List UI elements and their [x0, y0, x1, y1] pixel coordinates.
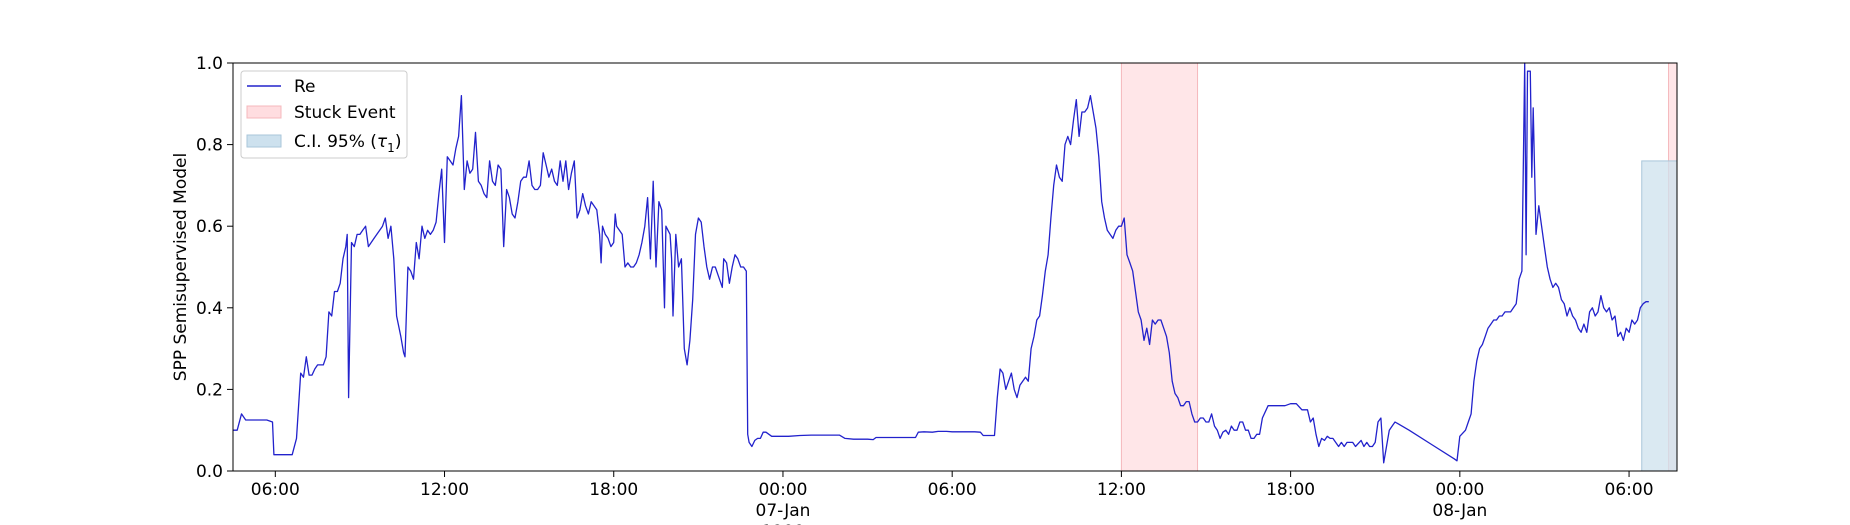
shaded-regions — [1120, 62, 1678, 472]
legend-ci-tau: τ — [377, 132, 388, 152]
x-tick-label: 12:00 — [420, 480, 469, 500]
y-axis: 0.0 0.2 0.4 0.6 0.8 1.0 — [196, 54, 233, 482]
x-tick-label: 06:00 — [928, 480, 977, 500]
x-tick-year-label: 1900 — [761, 522, 804, 525]
x-tick-label: 06:00 — [1605, 480, 1654, 500]
y-axis-label: SPP Semisupervised Model — [171, 153, 191, 381]
y-tick-label: 0.4 — [196, 299, 223, 319]
legend-ci-prefix: C.I. 95% ( — [294, 132, 377, 152]
y-tick-label: 0.8 — [196, 136, 223, 156]
legend-ci-end: ) — [395, 132, 402, 152]
x-tick-label: 00:00 — [1435, 480, 1484, 500]
x-tick-label: 12:00 — [1097, 480, 1146, 500]
shaded-region-0 — [1120, 62, 1199, 472]
legend-ci-sub: 1 — [387, 141, 395, 155]
legend-box — [240, 70, 408, 159]
x-tick-label: 00:00 — [758, 480, 807, 500]
legend-ci-swatch — [246, 134, 282, 148]
plot-area-frame — [232, 62, 1678, 472]
legend-stuck-swatch — [246, 105, 282, 119]
x-tick-label: 18:00 — [1266, 480, 1315, 500]
shaded-region-2 — [1641, 160, 1678, 472]
legend: Re Stuck Event C.I. 95% (τ1) — [240, 70, 408, 159]
legend-label-ci: C.I. 95% (τ1) — [294, 132, 401, 155]
x-tick-date-label: 08-Jan — [1432, 501, 1487, 521]
x-axis: 06:0012:0018:0000:0007-Jan190006:0012:00… — [251, 471, 1654, 525]
legend-label-re: Re — [294, 77, 316, 97]
x-tick-date-label: 07-Jan — [756, 501, 811, 521]
x-tick-label: 06:00 — [251, 480, 300, 500]
y-tick-label: 0.0 — [196, 462, 223, 482]
y-tick-label: 1.0 — [196, 54, 223, 74]
series-re-line — [233, 62, 1649, 464]
y-tick-label: 0.2 — [196, 380, 223, 400]
x-tick-label: 18:00 — [589, 480, 638, 500]
legend-label-stuck-event: Stuck Event — [294, 103, 396, 123]
y-tick-label: 0.6 — [196, 217, 223, 237]
